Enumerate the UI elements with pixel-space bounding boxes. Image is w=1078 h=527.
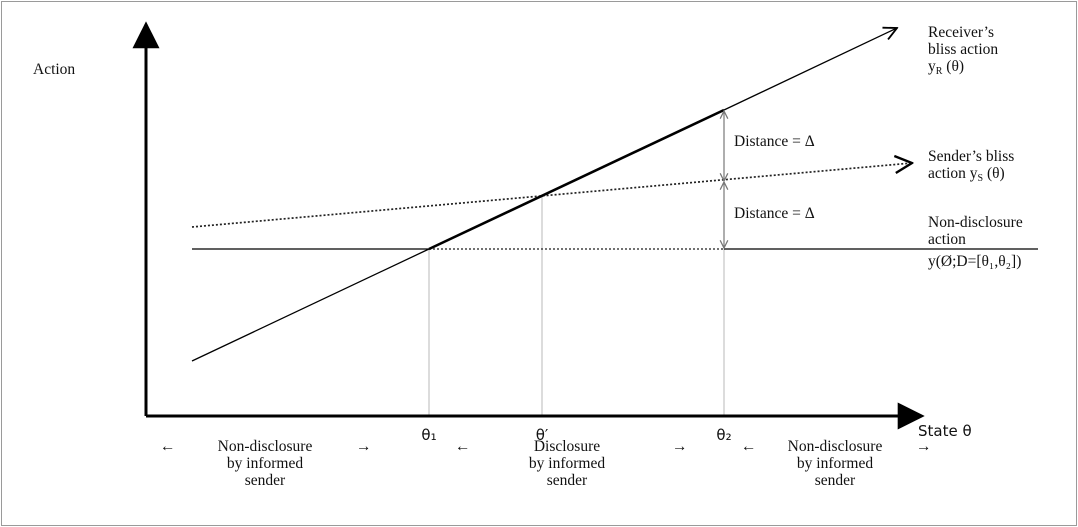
distance-label-lower: Distance = Δ bbox=[734, 205, 815, 222]
theta1-label: θ₁ bbox=[421, 426, 436, 444]
region-left-line3: sender bbox=[245, 472, 286, 489]
sender-label-line2: action yS (θ) bbox=[928, 165, 1005, 184]
region-middle-line1: Disclosure bbox=[534, 438, 600, 455]
region-right-line1: Non-disclosure bbox=[788, 438, 883, 455]
region-right-line2: by informed bbox=[797, 455, 873, 472]
sender-label-line1: Sender’s bliss bbox=[928, 148, 1014, 165]
region-middle-arrow-left: ← bbox=[455, 438, 471, 455]
receiver-bliss-line-bold bbox=[428, 108, 725, 251]
region-middle: ← Disclosure → by informed sender bbox=[455, 438, 688, 489]
x-axis-label: State θ bbox=[918, 422, 972, 440]
region-middle-arrow-right: → bbox=[672, 438, 688, 455]
receiver-label: Receiver’s bliss action yR (θ) bbox=[928, 24, 998, 77]
region-middle-line2: by informed bbox=[529, 455, 605, 472]
receiver-bliss-line-high bbox=[723, 28, 897, 111]
nondisclosure-label-line2: action bbox=[928, 231, 966, 248]
sender-label: Sender’s bliss action yS (θ) bbox=[928, 148, 1014, 184]
region-right: ← Non-disclosure → by informed sender bbox=[741, 438, 932, 489]
nondisclosure-label-line3: y(Ø;D=[θ₁,θ₂]) bbox=[928, 253, 1021, 270]
region-left-line1: Non-disclosure bbox=[218, 438, 313, 455]
region-right-arrow-left: ← bbox=[741, 438, 757, 455]
distance-label-upper: Distance = Δ bbox=[734, 133, 815, 150]
theta2-label: θ₂ bbox=[716, 426, 731, 444]
receiver-label-line3: yR (θ) bbox=[928, 58, 964, 77]
theta-prime-label: θ′ bbox=[536, 426, 549, 444]
region-left: ← Non-disclosure → by informed sender bbox=[160, 438, 372, 489]
sender-bliss-line bbox=[191, 163, 912, 228]
receiver-label-line1: Receiver’s bbox=[928, 24, 994, 41]
nondisclosure-label-line1: Non-disclosure bbox=[928, 214, 1023, 231]
nondisclosure-label: Non-disclosure action y(Ø;D=[θ₁,θ₂]) bbox=[928, 214, 1023, 270]
receiver-bliss-line-low bbox=[191, 248, 430, 362]
region-left-arrow-right: → bbox=[356, 438, 372, 455]
region-middle-line3: sender bbox=[547, 472, 588, 489]
region-left-arrow-left: ← bbox=[160, 438, 176, 455]
receiver-label-line2: bliss action bbox=[928, 41, 998, 58]
region-left-line2: by informed bbox=[227, 455, 303, 472]
y-axis-label: Action bbox=[33, 61, 75, 78]
region-right-line3: sender bbox=[815, 472, 856, 489]
region-right-arrow-right: → bbox=[916, 438, 932, 455]
